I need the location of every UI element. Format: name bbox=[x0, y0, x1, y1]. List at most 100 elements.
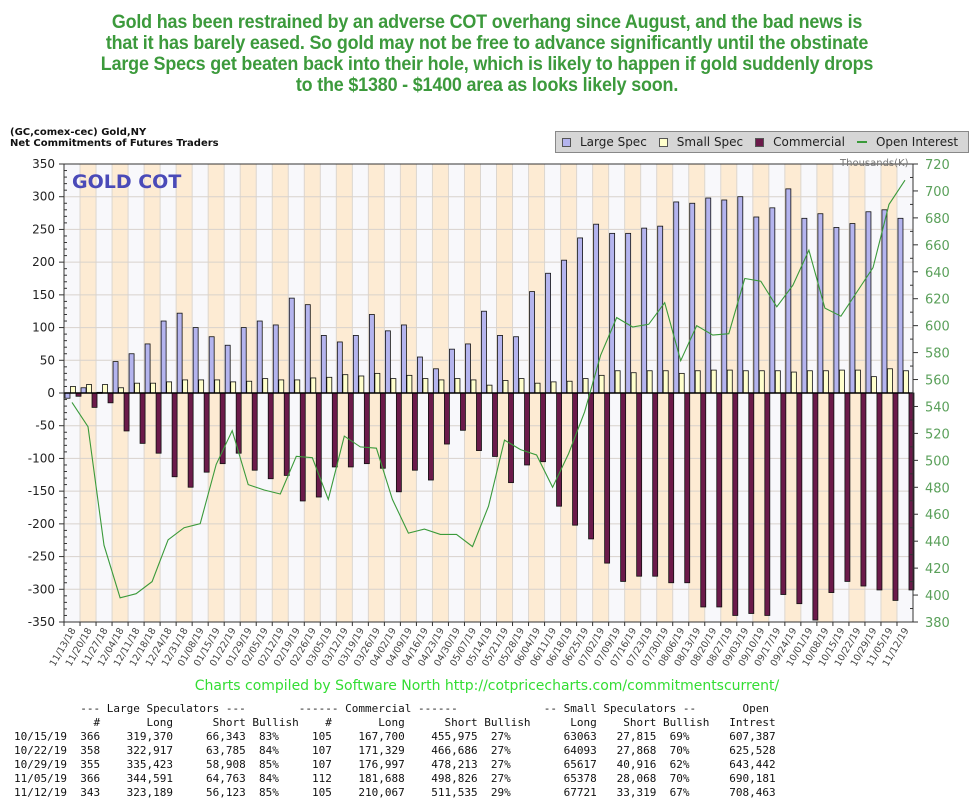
bar-commercial bbox=[460, 392, 466, 431]
y2-tick-label: 720 bbox=[925, 158, 950, 173]
bar-small-spec bbox=[614, 370, 621, 394]
bar-commercial bbox=[588, 392, 595, 540]
bar-small-spec bbox=[70, 386, 76, 394]
bar-small-spec bbox=[630, 372, 637, 394]
y-tick-label: 150 bbox=[32, 288, 55, 302]
bar-large-spec bbox=[384, 330, 391, 394]
bar-small-spec bbox=[182, 379, 189, 394]
y2-tick-label: 700 bbox=[925, 185, 950, 200]
bar-large-spec bbox=[609, 232, 616, 394]
table-column-header: # Long Short Bullish # Long Short Bullis… bbox=[14, 716, 776, 729]
y-tick-label: 250 bbox=[32, 222, 55, 236]
bar-small-spec bbox=[230, 381, 237, 394]
bar-large-spec bbox=[80, 387, 87, 394]
y-tick-label: -50 bbox=[35, 419, 55, 433]
bar-small-spec bbox=[198, 379, 205, 394]
bar-large-spec bbox=[256, 320, 263, 394]
bar-commercial bbox=[347, 392, 354, 468]
bar-commercial bbox=[267, 392, 274, 480]
y2-tick-label: 400 bbox=[925, 589, 950, 604]
bar-commercial bbox=[892, 392, 899, 601]
bar-large-spec bbox=[481, 310, 487, 394]
bar-large-spec bbox=[865, 211, 872, 394]
bar-commercial bbox=[331, 392, 338, 468]
bar-small-spec bbox=[678, 372, 685, 394]
table-row: 11/12/19 343 323,189 56,123 85% 105 210,… bbox=[14, 786, 776, 799]
bar-small-spec bbox=[662, 370, 669, 394]
bar-large-spec bbox=[721, 199, 728, 394]
bar-large-spec bbox=[593, 223, 600, 394]
bar-small-spec bbox=[342, 374, 349, 394]
bar-commercial bbox=[700, 392, 707, 608]
bar-commercial bbox=[540, 392, 546, 463]
bar-small-spec bbox=[742, 370, 749, 394]
bar-commercial bbox=[492, 392, 498, 457]
bar-small-spec bbox=[871, 376, 877, 394]
bar-large-spec bbox=[240, 327, 247, 394]
bar-small-spec bbox=[278, 379, 285, 394]
bar-large-spec bbox=[897, 217, 904, 394]
bar-commercial bbox=[556, 392, 562, 507]
y-tick-label: -200 bbox=[28, 517, 55, 531]
bar-large-spec bbox=[801, 217, 808, 394]
bar-large-spec bbox=[689, 202, 696, 394]
bar-large-spec bbox=[192, 327, 199, 394]
bar-large-spec bbox=[641, 227, 648, 394]
bar-small-spec bbox=[246, 380, 253, 394]
bar-large-spec bbox=[400, 324, 407, 394]
bar-commercial bbox=[860, 392, 867, 587]
bar-large-spec bbox=[753, 216, 760, 394]
y2-tick-label: 480 bbox=[925, 481, 950, 496]
legend-item-large-spec: Large Spec bbox=[562, 135, 647, 149]
bar-small-spec bbox=[262, 378, 269, 394]
bar-small-spec bbox=[502, 380, 509, 394]
y2-tick-label: 600 bbox=[925, 320, 950, 335]
y2-tick-label: 420 bbox=[925, 562, 950, 577]
legend-label: Small Spec bbox=[676, 135, 744, 149]
bar-small-spec bbox=[710, 369, 717, 394]
bar-commercial bbox=[283, 392, 290, 476]
cot-data-table: --- Large Speculators --- ------ Commerc… bbox=[14, 702, 776, 800]
y-tick-label: 350 bbox=[32, 157, 55, 171]
bar-small-spec bbox=[534, 382, 541, 394]
bar-small-spec bbox=[758, 370, 765, 394]
bar-commercial bbox=[636, 392, 643, 577]
bar-large-spec bbox=[449, 348, 455, 394]
bar-commercial bbox=[219, 392, 226, 465]
bar-large-spec bbox=[352, 335, 359, 394]
bar-large-spec bbox=[224, 344, 231, 394]
bar-large-spec bbox=[176, 312, 183, 394]
bar-large-spec bbox=[336, 341, 343, 394]
bar-small-spec bbox=[374, 372, 381, 394]
bar-large-spec bbox=[513, 336, 519, 394]
legend-label: Open Interest bbox=[875, 135, 959, 149]
bar-commercial bbox=[732, 392, 739, 616]
bar-small-spec bbox=[390, 378, 397, 394]
y-tick-label: 100 bbox=[32, 321, 55, 335]
y2-tick-label: 500 bbox=[925, 454, 950, 469]
bar-large-spec bbox=[272, 324, 279, 394]
bar-large-spec bbox=[320, 335, 327, 394]
bar-small-spec bbox=[438, 379, 445, 394]
bar-commercial bbox=[155, 392, 162, 454]
legend-swatch-large-spec bbox=[562, 137, 571, 147]
bar-commercial bbox=[395, 392, 402, 493]
bar-large-spec bbox=[817, 213, 824, 394]
bar-commercial bbox=[444, 392, 450, 445]
bar-commercial bbox=[476, 392, 482, 451]
table-row: 10/29/19 355 335,423 58,908 85% 107 176,… bbox=[14, 758, 776, 771]
bar-commercial bbox=[652, 392, 659, 577]
bar-small-spec bbox=[855, 369, 861, 394]
bar-commercial bbox=[379, 392, 386, 469]
y-tick-label: -100 bbox=[28, 451, 55, 465]
headline-line: to the $1380 - $1400 area as looks likel… bbox=[295, 74, 679, 96]
legend-swatch-small-spec bbox=[658, 137, 668, 147]
table-row: 10/22/19 358 322,917 63,785 84% 107 171,… bbox=[14, 744, 776, 757]
bar-small-spec bbox=[486, 384, 493, 394]
y2-tick-label: 640 bbox=[925, 266, 950, 281]
bar-large-spec bbox=[673, 201, 680, 394]
bar-small-spec bbox=[214, 379, 221, 394]
chart-header: (GC,comex-cec) Gold,NY Net Commitments o… bbox=[10, 127, 219, 149]
bar-commercial bbox=[572, 392, 578, 526]
bar-small-spec bbox=[726, 369, 733, 394]
